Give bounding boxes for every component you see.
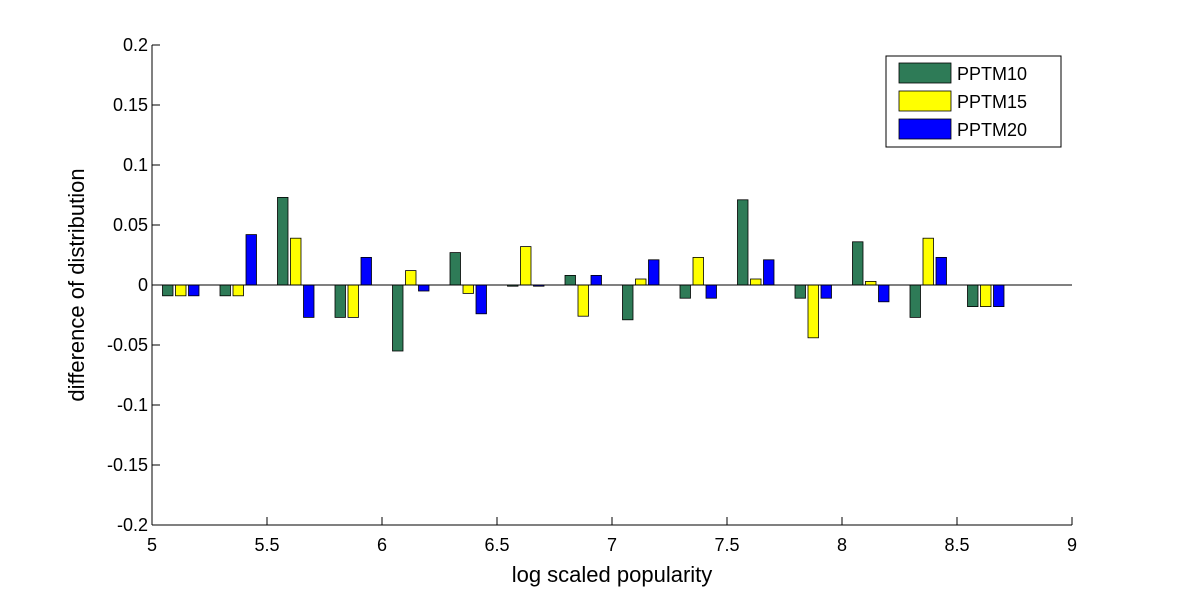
x-tick-label-2: 6 [377,535,387,555]
y-tick-label-8: -0.2 [117,515,148,535]
bar-pptm20-13 [935,256,947,286]
bar-pptm15-2 [290,237,302,286]
x-tick-label-0: 5 [147,535,157,555]
bar-pptm20-5 [475,284,487,315]
bar-pptm20-9 [705,284,717,299]
bar-pptm10-11 [794,284,806,299]
legend-swatch-pptm20 [898,118,952,140]
x-tick-label-6: 8 [837,535,847,555]
bar-pptm20-0 [188,284,200,297]
y-tick-label-3: 0.05 [113,215,148,235]
bar-pptm20-4 [418,284,430,292]
legend-label-pptm10: PPTM10 [957,64,1027,84]
bar-pptm10-3 [334,284,346,318]
y-tick-label-1: 0.15 [113,95,148,115]
x-tick-label-3: 6.5 [484,535,509,555]
bar-pptm20-11 [820,284,832,299]
y-tick-label-7: -0.15 [107,455,148,475]
bar-pptm15-3 [347,284,359,318]
ticks-layer: 5 5.5 6 6.5 7 7.5 8 8.5 9 0.2 0.15 0.1 0.05 0 -0.05 -0.… [107,35,1077,555]
x-tick-label-5: 7.5 [714,535,739,555]
bar-pptm15-5 [462,284,474,294]
bar-pptm15-6 [520,246,532,286]
x-tick-label-7: 8.5 [944,535,969,555]
x-tick-label-1: 5.5 [254,535,279,555]
bar-pptm15-7 [577,284,589,317]
bar-pptm10-9 [679,284,691,299]
x-tick-label-8: 9 [1067,535,1077,555]
bar-pptm15-0 [175,284,187,297]
bar-pptm10-2 [277,196,289,286]
bar-pptm15-9 [692,256,704,286]
bar-pptm15-11 [807,284,819,339]
bar-pptm10-10 [737,199,749,286]
legend: PPTM10 PPTM15 PPTM20 [885,55,1062,148]
bar-pptm20-3 [360,256,372,286]
y-tick-label-5: -0.05 [107,335,148,355]
y-axis-title: difference of distribution [64,168,89,401]
bar-pptm15-1 [232,284,244,297]
bar-pptm10-8 [622,284,634,321]
y-tick-label-4: 0 [138,275,148,295]
y-tick-label-0: 0.2 [123,35,148,55]
bar-pptm10-1 [219,284,231,297]
bar-pptm20-8 [648,259,660,286]
bar-pptm20-10 [763,259,775,286]
bar-pptm20-12 [878,284,890,303]
bar-pptm10-7 [564,274,576,286]
y-tick-label-6: -0.1 [117,395,148,415]
bar-pptm15-10 [750,278,762,286]
bar-pptm20-7 [590,274,602,286]
legend-label-pptm20: PPTM20 [957,120,1027,140]
x-axis-title: log scaled popularity [512,562,713,587]
bar-pptm15-13 [922,237,934,286]
bar-pptm20-14 [993,284,1005,308]
bar-pptm15-8 [635,278,647,286]
legend-label-pptm15: PPTM15 [957,92,1027,112]
bar-pptm15-14 [980,284,992,308]
bar-pptm10-13 [909,284,921,318]
bar-pptm10-5 [449,252,461,286]
bar-pptm20-2 [303,284,315,318]
bar-pptm10-12 [852,241,864,286]
bar-pptm20-1 [245,234,257,286]
bar-pptm10-4 [392,284,404,352]
y-tick-label-2: 0.1 [123,155,148,175]
bar-pptm10-14 [967,284,979,308]
x-tick-label-4: 7 [607,535,617,555]
bar-pptm15-4 [405,270,417,286]
bars-layer [162,196,1005,352]
legend-swatch-pptm10 [898,62,952,84]
legend-swatch-pptm15 [898,90,952,112]
bar-pptm15-12 [865,280,877,286]
bar-pptm10-0 [162,284,174,297]
